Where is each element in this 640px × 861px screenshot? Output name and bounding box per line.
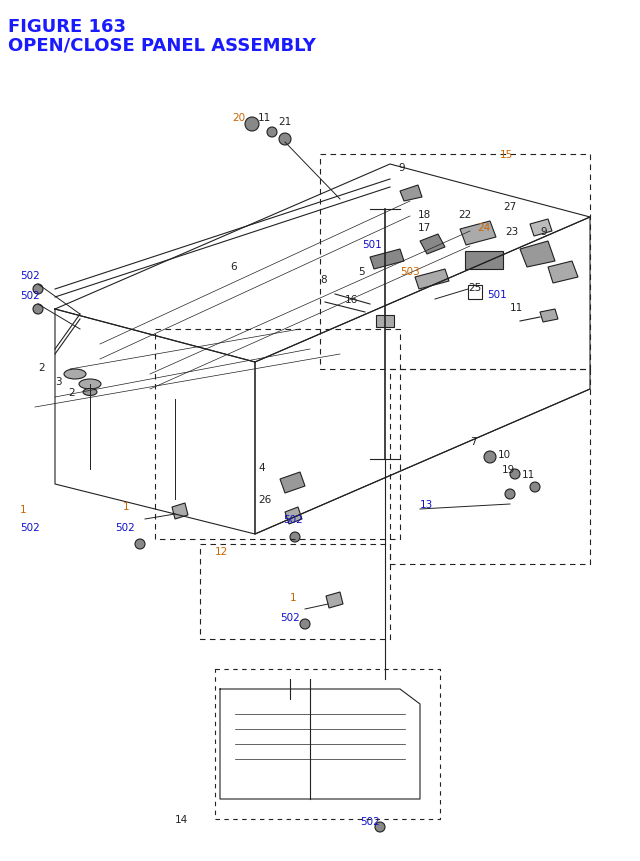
Text: 503: 503 <box>400 267 420 276</box>
Circle shape <box>530 482 540 492</box>
Text: 20: 20 <box>232 113 245 123</box>
Text: 23: 23 <box>505 226 518 237</box>
Text: 501: 501 <box>487 289 507 300</box>
Text: 22: 22 <box>458 210 471 220</box>
Text: 8: 8 <box>320 275 326 285</box>
Text: FIGURE 163: FIGURE 163 <box>8 18 126 36</box>
Polygon shape <box>548 262 578 283</box>
Polygon shape <box>530 220 552 237</box>
Text: 19: 19 <box>502 464 515 474</box>
Ellipse shape <box>83 389 97 396</box>
Circle shape <box>290 532 300 542</box>
Polygon shape <box>540 310 558 323</box>
Circle shape <box>267 127 277 138</box>
Text: 7: 7 <box>470 437 477 447</box>
Text: 14: 14 <box>175 814 188 824</box>
Polygon shape <box>172 504 188 519</box>
Circle shape <box>505 489 515 499</box>
Text: 502: 502 <box>20 291 40 300</box>
Text: 4: 4 <box>258 462 264 473</box>
Text: 9: 9 <box>540 226 547 237</box>
Text: 11: 11 <box>510 303 524 313</box>
Polygon shape <box>285 507 302 524</box>
Polygon shape <box>280 473 305 493</box>
Text: 10: 10 <box>498 449 511 460</box>
Text: 1: 1 <box>123 501 130 511</box>
Circle shape <box>33 285 43 294</box>
Circle shape <box>245 118 259 132</box>
Text: 24: 24 <box>477 223 490 232</box>
Text: 502: 502 <box>283 514 303 524</box>
Text: 1: 1 <box>290 592 296 603</box>
Text: 1: 1 <box>20 505 27 514</box>
Text: 16: 16 <box>345 294 358 305</box>
Text: 21: 21 <box>278 117 291 127</box>
Circle shape <box>484 451 496 463</box>
Ellipse shape <box>79 380 101 389</box>
Text: 27: 27 <box>503 201 516 212</box>
Text: 502: 502 <box>20 523 40 532</box>
Text: 26: 26 <box>258 494 271 505</box>
Text: 17: 17 <box>418 223 431 232</box>
Text: OPEN/CLOSE PANEL ASSEMBLY: OPEN/CLOSE PANEL ASSEMBLY <box>8 36 316 54</box>
Text: 13: 13 <box>420 499 433 510</box>
Text: 502: 502 <box>115 523 135 532</box>
Circle shape <box>33 305 43 314</box>
Polygon shape <box>460 222 496 245</box>
Text: 6: 6 <box>230 262 237 272</box>
Circle shape <box>510 469 520 480</box>
Polygon shape <box>415 269 449 289</box>
Text: 11: 11 <box>258 113 271 123</box>
Text: 2: 2 <box>38 362 45 373</box>
Text: 2: 2 <box>68 387 75 398</box>
Circle shape <box>300 619 310 629</box>
Circle shape <box>375 822 385 832</box>
Bar <box>376 316 394 328</box>
Polygon shape <box>326 592 343 608</box>
Text: 3: 3 <box>55 376 61 387</box>
Text: 15: 15 <box>500 150 513 160</box>
Text: 501: 501 <box>362 239 381 250</box>
Text: 502: 502 <box>280 612 300 623</box>
Polygon shape <box>400 186 422 201</box>
Polygon shape <box>520 242 555 268</box>
Text: 502: 502 <box>360 816 380 826</box>
Bar <box>465 251 503 269</box>
Ellipse shape <box>64 369 86 380</box>
Text: 11: 11 <box>522 469 535 480</box>
Text: 502: 502 <box>20 270 40 281</box>
Circle shape <box>279 133 291 146</box>
Polygon shape <box>370 250 404 269</box>
Text: 25: 25 <box>468 282 481 293</box>
Text: 9: 9 <box>398 163 404 173</box>
Bar <box>468 286 482 300</box>
Text: 12: 12 <box>215 547 228 556</box>
Text: 18: 18 <box>418 210 431 220</box>
Text: 5: 5 <box>358 267 365 276</box>
Polygon shape <box>420 235 445 255</box>
Circle shape <box>135 539 145 549</box>
